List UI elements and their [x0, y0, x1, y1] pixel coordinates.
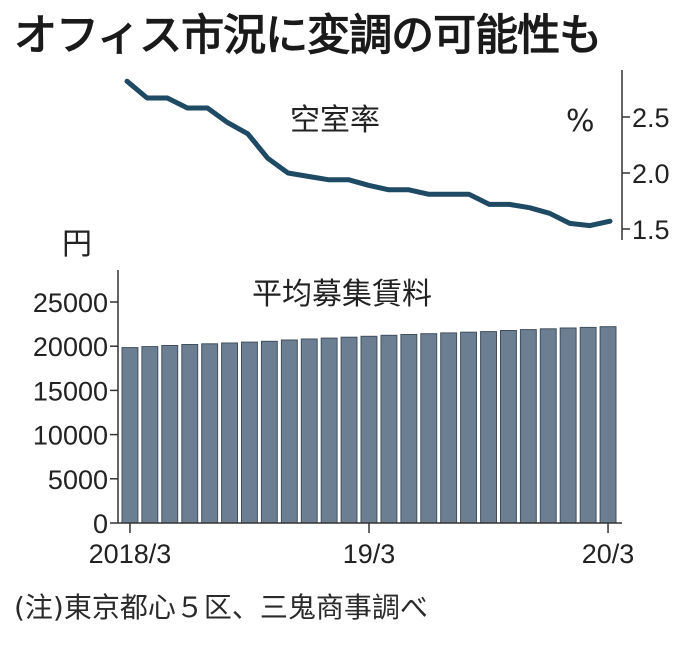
x-axis: 2018/3 19/3 20/3	[89, 522, 635, 569]
rent-bar	[380, 334, 398, 524]
rent-bar	[460, 331, 478, 524]
rent-bar	[559, 327, 577, 524]
rent-bar	[440, 332, 458, 524]
rent-bar	[500, 330, 517, 524]
rent-bar	[599, 326, 617, 524]
rent-bar	[280, 339, 298, 524]
vacancy-rate-panel: 2.5 2.0 1.5% 空室率	[124, 70, 670, 245]
rent-bar	[480, 331, 498, 524]
rent-y-tick-label: 25000	[33, 288, 108, 318]
rent-bar	[201, 343, 219, 524]
vacancy-unit-label: %	[566, 104, 595, 139]
rent-y-tick-label: 10000	[33, 421, 108, 451]
rent-series-title: 平均募集賃料	[252, 277, 432, 312]
rent-bar	[579, 326, 597, 524]
rent-unit-label: 円	[62, 227, 92, 262]
rent-bar	[340, 336, 358, 524]
vacancy-series-title: 空室率	[290, 103, 380, 138]
rent-bar	[221, 342, 239, 524]
rent-bar	[241, 341, 258, 524]
rent-bar	[300, 338, 318, 524]
rent-bar	[539, 328, 557, 524]
x-tick-label: 2018/3	[89, 539, 172, 569]
vacancy-y-tick-label: 1.5	[632, 215, 670, 245]
rent-bar	[121, 347, 139, 524]
headline: オフィス市況に変調の可能性も	[14, 11, 602, 61]
rent-bar	[420, 333, 438, 524]
source-note: (注)東京都心５区、三鬼商事調べ	[14, 591, 428, 624]
rent-bar	[260, 340, 278, 524]
vacancy-y-tick-label: 2.5	[632, 103, 670, 133]
rent-bar	[181, 344, 199, 524]
rent-bar	[141, 346, 159, 524]
rent-y-tick-label: 5000	[48, 465, 108, 495]
rent-y-tick-label: 20000	[33, 332, 108, 362]
rent-bar	[519, 329, 537, 524]
rent-y-tick-label: 15000	[33, 376, 108, 406]
rent-bar	[161, 345, 179, 524]
rent-bar	[320, 337, 338, 524]
rent-bar	[400, 334, 418, 524]
x-tick-label: 20/3	[582, 539, 635, 569]
vacancy-y-tick-label: 2.0	[632, 159, 670, 189]
rent-bar	[360, 335, 378, 524]
rent-y-tick-label: 0	[93, 509, 108, 539]
x-tick-label: 19/3	[343, 539, 396, 569]
